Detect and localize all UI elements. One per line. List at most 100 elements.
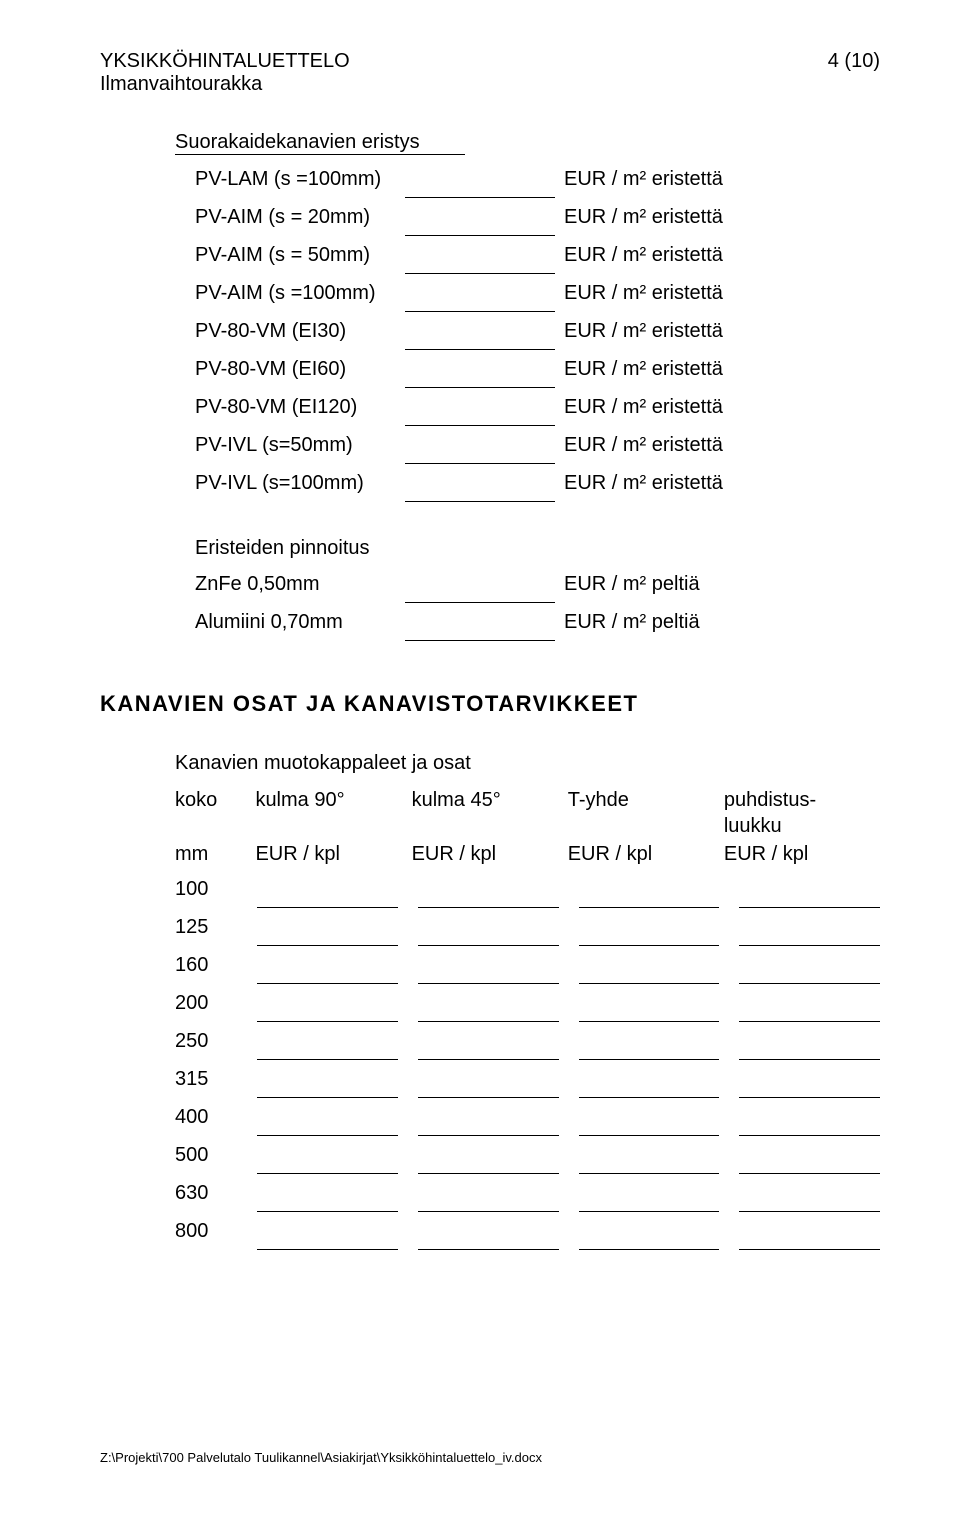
blank-field[interactable]: [579, 1151, 720, 1174]
blank-field[interactable]: [405, 618, 555, 641]
blank-field[interactable]: [418, 1075, 559, 1098]
blank-field[interactable]: [405, 365, 555, 388]
blank-field[interactable]: [405, 175, 555, 198]
list-row: Alumiini 0,70mm EUR / m² peltiä: [195, 603, 880, 641]
blank-field[interactable]: [418, 1113, 559, 1136]
blank-field[interactable]: [257, 1227, 398, 1250]
doc-subtitle: Ilmanvaihtourakka: [100, 73, 880, 96]
blank-field[interactable]: [579, 1037, 720, 1060]
blank-field[interactable]: [405, 289, 555, 312]
blank-field[interactable]: [418, 961, 559, 984]
blank-field[interactable]: [579, 923, 720, 946]
blank-field[interactable]: [739, 923, 880, 946]
blank-field[interactable]: [257, 999, 398, 1022]
table-row: 400: [175, 1098, 880, 1136]
row-unit: EUR / m² eristettä: [564, 198, 723, 236]
table-row: 315: [175, 1060, 880, 1098]
row-unit: EUR / m² eristettä: [564, 312, 723, 350]
table-row: 200: [175, 984, 880, 1022]
blank-field[interactable]: [418, 1037, 559, 1060]
blank-field[interactable]: [739, 1037, 880, 1060]
size-cell: 160: [175, 946, 257, 984]
blank-field[interactable]: [405, 580, 555, 603]
blank-field[interactable]: [418, 1151, 559, 1174]
table-area: Kanavien muotokappaleet ja osat koko kul…: [175, 752, 880, 1250]
blank-field[interactable]: [739, 961, 880, 984]
blank-field[interactable]: [405, 251, 555, 274]
blank-field[interactable]: [405, 327, 555, 350]
col-unit: EUR / kpl: [568, 841, 724, 867]
table-row: 500: [175, 1136, 880, 1174]
col-unit: mm: [175, 841, 255, 867]
row-unit: EUR / m² eristettä: [564, 274, 723, 312]
blank-field[interactable]: [257, 1113, 398, 1136]
blank-field[interactable]: [739, 1113, 880, 1136]
blank-field[interactable]: [739, 1227, 880, 1250]
row-label: PV-IVL (s=100mm): [195, 464, 405, 502]
row-label: PV-AIM (s = 50mm): [195, 236, 405, 274]
col-head: koko: [175, 787, 255, 839]
blank-field[interactable]: [418, 999, 559, 1022]
page-number: 4 (10): [828, 50, 880, 73]
row-unit: EUR / m² eristettä: [564, 160, 723, 198]
blank-field[interactable]: [579, 885, 720, 908]
blank-field[interactable]: [405, 441, 555, 464]
col-head-last-line2: luukku: [724, 813, 880, 839]
doc-title: YKSIKKÖHINTALUETTELO: [100, 50, 350, 73]
table-row: 160: [175, 946, 880, 984]
blank-field[interactable]: [579, 1189, 720, 1212]
list-row: PV-IVL (s=50mm) EUR / m² eristettä: [195, 426, 880, 464]
blank-field[interactable]: [257, 1037, 398, 1060]
blank-field[interactable]: [739, 1189, 880, 1212]
blank-field[interactable]: [257, 885, 398, 908]
blank-field[interactable]: [579, 1227, 720, 1250]
blank-field[interactable]: [405, 479, 555, 502]
row-label: PV-AIM (s = 20mm): [195, 198, 405, 236]
table-header-row1: koko kulma 90° kulma 45° T-yhde puhdistu…: [175, 787, 880, 839]
blank-field[interactable]: [257, 1075, 398, 1098]
blank-field[interactable]: [405, 403, 555, 426]
col-head-last: puhdistus- luukku: [724, 787, 880, 839]
col-head: kulma 45°: [412, 787, 568, 839]
blank-field[interactable]: [739, 1075, 880, 1098]
blank-field[interactable]: [579, 1113, 720, 1136]
section1-title: Suorakaidekanavien eristys: [175, 131, 880, 155]
blank-field[interactable]: [405, 213, 555, 236]
row-label: PV-IVL (s=50mm): [195, 426, 405, 464]
section2-title: Eristeiden pinnoitus: [195, 537, 880, 560]
row-label: PV-80-VM (EI30): [195, 312, 405, 350]
blank-field[interactable]: [257, 961, 398, 984]
blank-field[interactable]: [418, 1227, 559, 1250]
size-cell: 400: [175, 1098, 257, 1136]
blank-field[interactable]: [739, 1151, 880, 1174]
list-row: PV-80-VM (EI30) EUR / m² eristettä: [195, 312, 880, 350]
blank-field[interactable]: [739, 999, 880, 1022]
blank-field[interactable]: [257, 1151, 398, 1174]
row-unit: EUR / m² peltiä: [564, 565, 700, 603]
blank-field[interactable]: [739, 885, 880, 908]
blank-field[interactable]: [579, 999, 720, 1022]
col-head: kulma 90°: [255, 787, 411, 839]
row-unit: EUR / m² eristettä: [564, 426, 723, 464]
blank-field[interactable]: [579, 1075, 720, 1098]
table-row: 125: [175, 908, 880, 946]
col-unit: EUR / kpl: [412, 841, 568, 867]
size-cell: 500: [175, 1136, 257, 1174]
blank-field[interactable]: [418, 1189, 559, 1212]
size-cell: 100: [175, 870, 257, 908]
table-row: 250: [175, 1022, 880, 1060]
blank-field[interactable]: [257, 1189, 398, 1212]
blank-field[interactable]: [257, 923, 398, 946]
table-caption: Kanavien muotokappaleet ja osat: [175, 752, 880, 775]
section1-title-text: Suorakaidekanavien eristys: [175, 131, 465, 155]
page: YKSIKKÖHINTALUETTELO 4 (10) Ilmanvaihtou…: [0, 0, 960, 1485]
size-cell: 800: [175, 1212, 257, 1250]
table-row: 630: [175, 1174, 880, 1212]
blank-field[interactable]: [418, 923, 559, 946]
list-row: PV-AIM (s = 50mm) EUR / m² eristettä: [195, 236, 880, 274]
col-head-last-line1: puhdistus-: [724, 787, 880, 813]
blank-field[interactable]: [579, 961, 720, 984]
section-heading: KANAVIEN OSAT JA KANAVISTOTARVIKKEET: [100, 691, 880, 717]
blank-field[interactable]: [418, 885, 559, 908]
row-label: Alumiini 0,70mm: [195, 603, 405, 641]
